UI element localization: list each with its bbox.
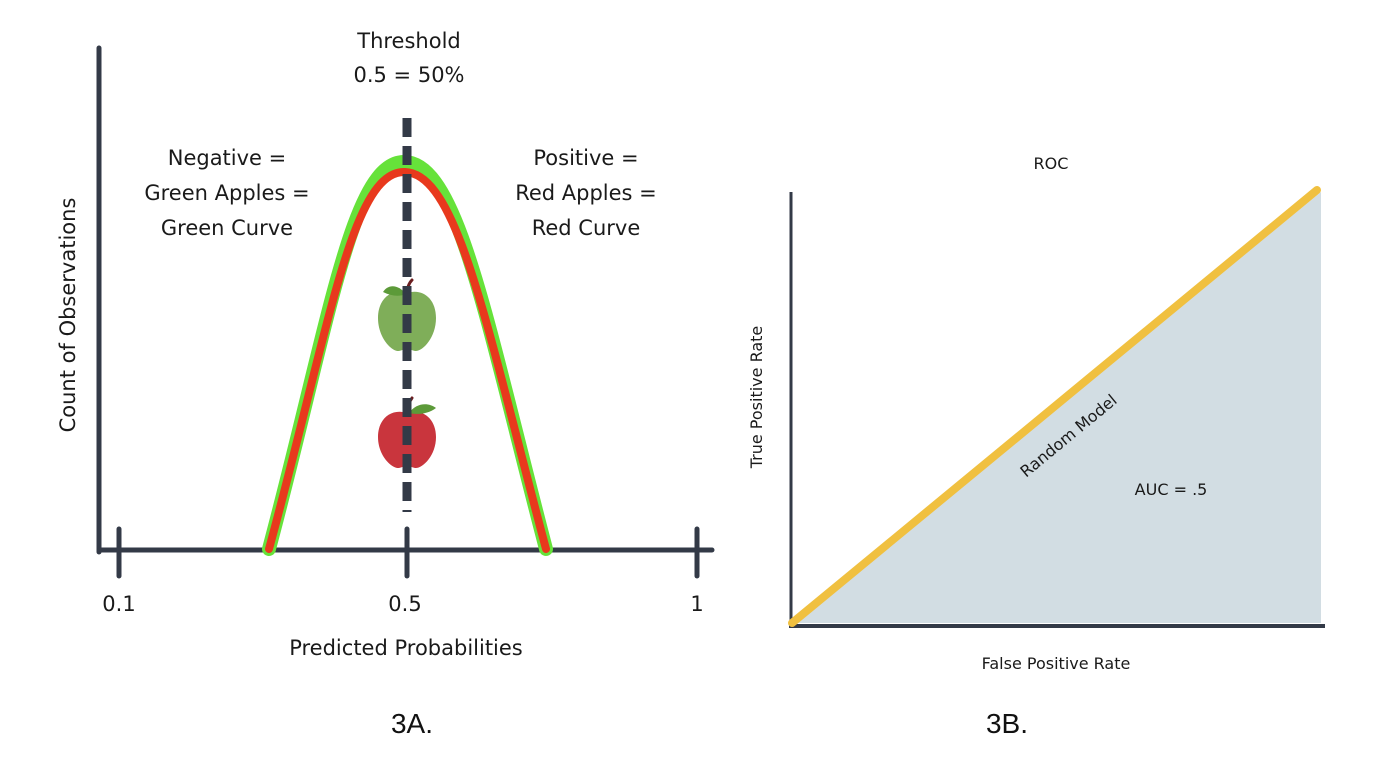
negative-label-line3: Green Curve	[161, 216, 293, 240]
auc-label: AUC = .5	[1135, 480, 1208, 499]
caption-a: 3A.	[391, 708, 433, 739]
threshold-label-line1: Threshold	[356, 29, 461, 53]
y-axis-label-a: Count of Observations	[56, 198, 80, 433]
positive-label-line2: Red Apples =	[515, 181, 657, 205]
positive-label-line3: Red Curve	[532, 216, 641, 240]
x-tick-label-0: 0.1	[102, 592, 135, 616]
negative-label-line2: Green Apples =	[144, 181, 309, 205]
random-model-line	[788, 186, 1321, 627]
x-tick-label-2: 1	[690, 592, 703, 616]
positive-label-line1: Positive =	[533, 146, 638, 170]
panel-b: ROC True Positive Rate False Positive Ra…	[747, 154, 1325, 739]
red-curve	[265, 167, 550, 553]
panel-a: Threshold 0.5 = 50% Negative = Green App…	[56, 29, 715, 739]
x-tick-label-1: 0.5	[388, 592, 421, 616]
threshold-label-line2: 0.5 = 50%	[353, 63, 464, 87]
caption-b: 3B.	[986, 708, 1028, 739]
negative-label-line1: Negative =	[168, 146, 287, 170]
y-axis-label-b: True Positive Rate	[747, 326, 766, 470]
x-axis-label-a: Predicted Probabilities	[289, 636, 523, 660]
x-axis-label-b: False Positive Rate	[982, 654, 1131, 673]
roc-title: ROC	[1034, 154, 1069, 173]
